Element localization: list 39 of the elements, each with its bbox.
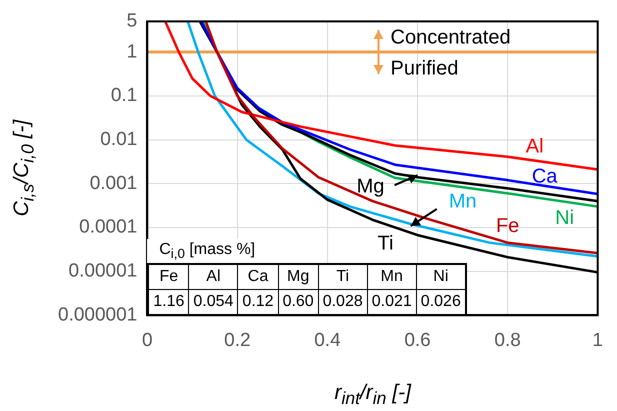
annotation: 0.60 <box>278 290 318 316</box>
annotation: Purified <box>390 58 458 80</box>
x-tick-label: 1 <box>592 330 604 351</box>
annotation: Concentrated <box>390 26 511 49</box>
annotation: Ca <box>238 264 278 290</box>
annotation: Mg <box>278 264 318 290</box>
annotation: 0.054 <box>188 290 238 316</box>
x-tick-label: 0.4 <box>314 330 342 351</box>
x-axis-title: r$_{int}$/r$_{in}$ [-] <box>334 381 411 408</box>
x-tick-label: 0.8 <box>494 330 521 351</box>
series-label: Al <box>526 135 544 158</box>
annotation: 0.028 <box>318 290 368 316</box>
annotation: Ti <box>318 264 368 290</box>
y-tick-label: 1 <box>126 41 138 62</box>
annotation: Al <box>188 264 238 290</box>
annotation: 0.021 <box>367 290 416 316</box>
y-tick-label: 0.001 <box>90 172 138 194</box>
annotation: 1.16 <box>148 290 189 316</box>
annotation: 0.12 <box>238 290 278 316</box>
annotation: Fe <box>148 264 189 290</box>
series-label: Ca <box>532 166 558 188</box>
y-tick-label: 0.00001 <box>68 260 138 282</box>
series-label: Ti <box>378 232 394 254</box>
x-tick-label: 0.2 <box>224 330 251 351</box>
y-tick-label: 0.01 <box>100 129 138 150</box>
annotation: Mn <box>367 264 416 290</box>
y-tick-label: 0.1 <box>110 85 138 106</box>
series-label: Mn <box>448 190 477 213</box>
annotation: 0.026 <box>416 290 466 316</box>
x-tick-label: 0 <box>142 330 153 351</box>
y-tick-label: 0.0001 <box>79 216 138 238</box>
annotation: C$_{i,0}$ [mass %] <box>147 239 266 264</box>
y-tick-label: 0.000001 <box>58 304 138 326</box>
x-tick-label: 0.6 <box>404 330 431 351</box>
legend-label: Mg <box>356 176 384 198</box>
series-label: Ni <box>555 206 574 229</box>
series-label: Fe <box>496 215 520 238</box>
annotation: Ni <box>416 264 466 290</box>
y-tick-label: 5 <box>126 10 138 32</box>
